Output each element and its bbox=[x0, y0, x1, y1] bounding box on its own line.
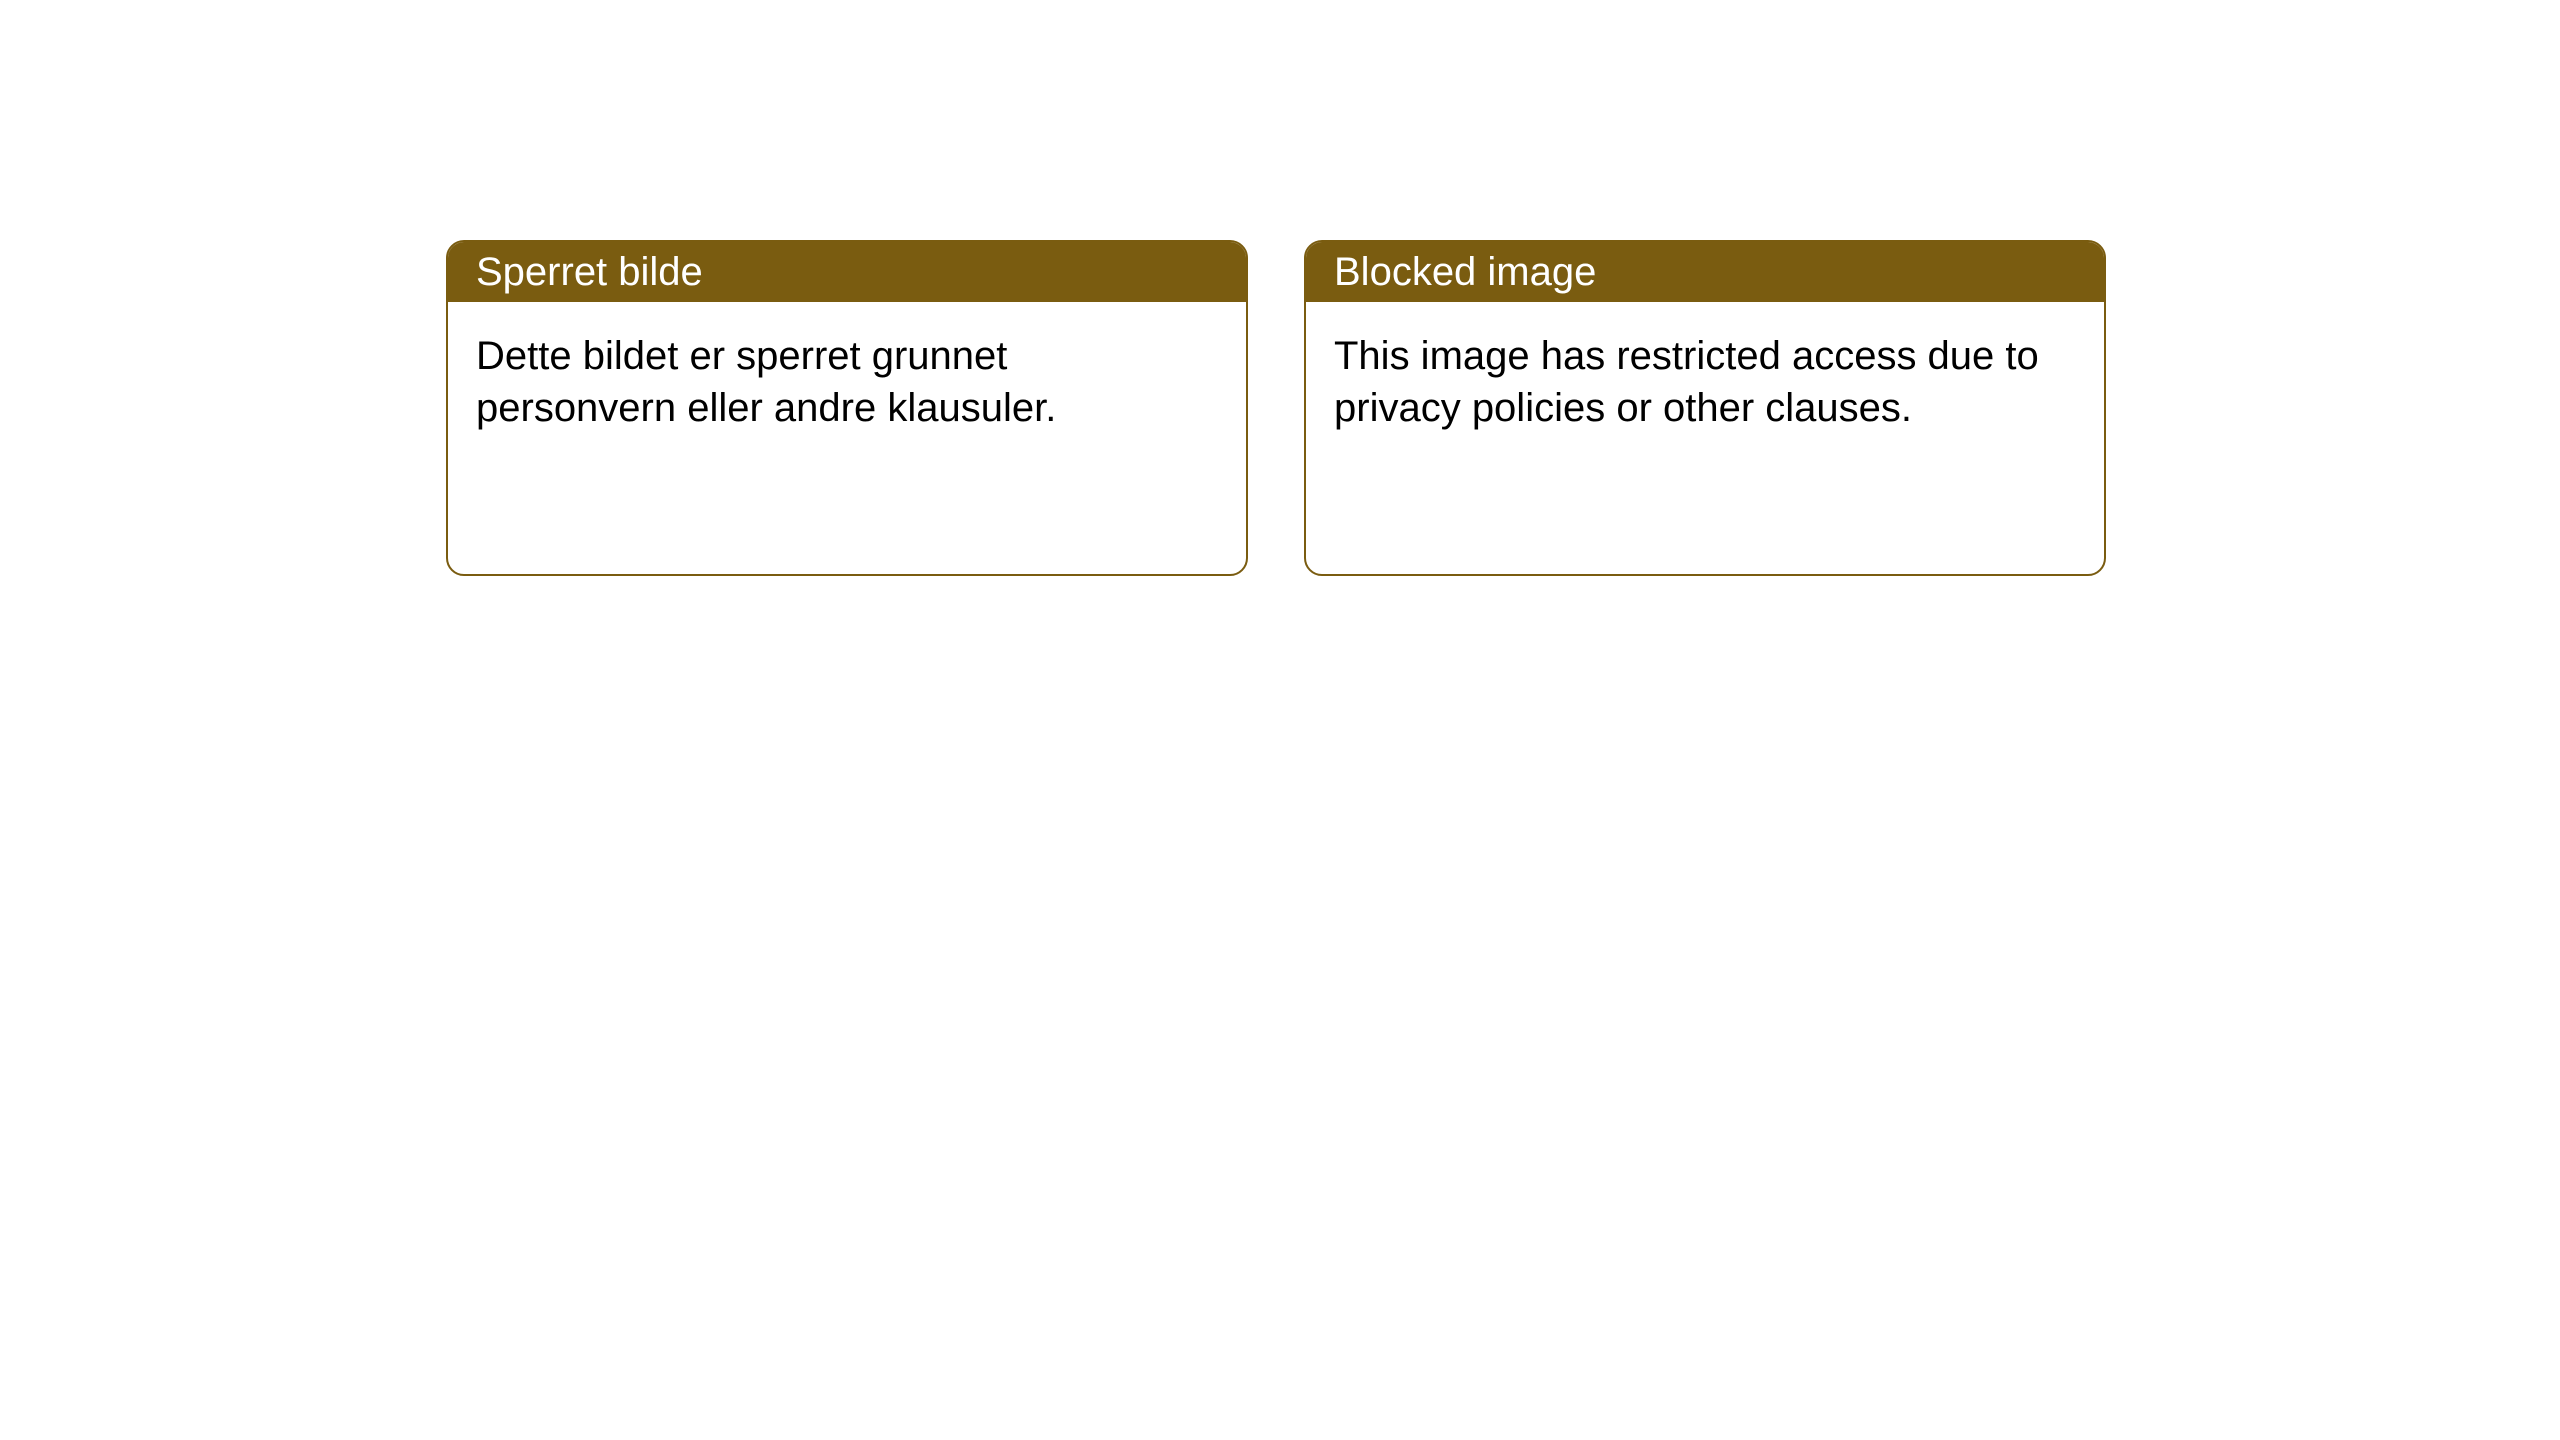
notice-box-norwegian: Sperret bilde Dette bildet er sperret gr… bbox=[446, 240, 1248, 576]
notice-header-norwegian: Sperret bilde bbox=[448, 242, 1246, 302]
notice-header-english: Blocked image bbox=[1306, 242, 2104, 302]
notice-body-norwegian: Dette bildet er sperret grunnet personve… bbox=[448, 302, 1246, 462]
notice-container: Sperret bilde Dette bildet er sperret gr… bbox=[0, 0, 2560, 576]
notice-box-english: Blocked image This image has restricted … bbox=[1304, 240, 2106, 576]
notice-body-english: This image has restricted access due to … bbox=[1306, 302, 2104, 462]
